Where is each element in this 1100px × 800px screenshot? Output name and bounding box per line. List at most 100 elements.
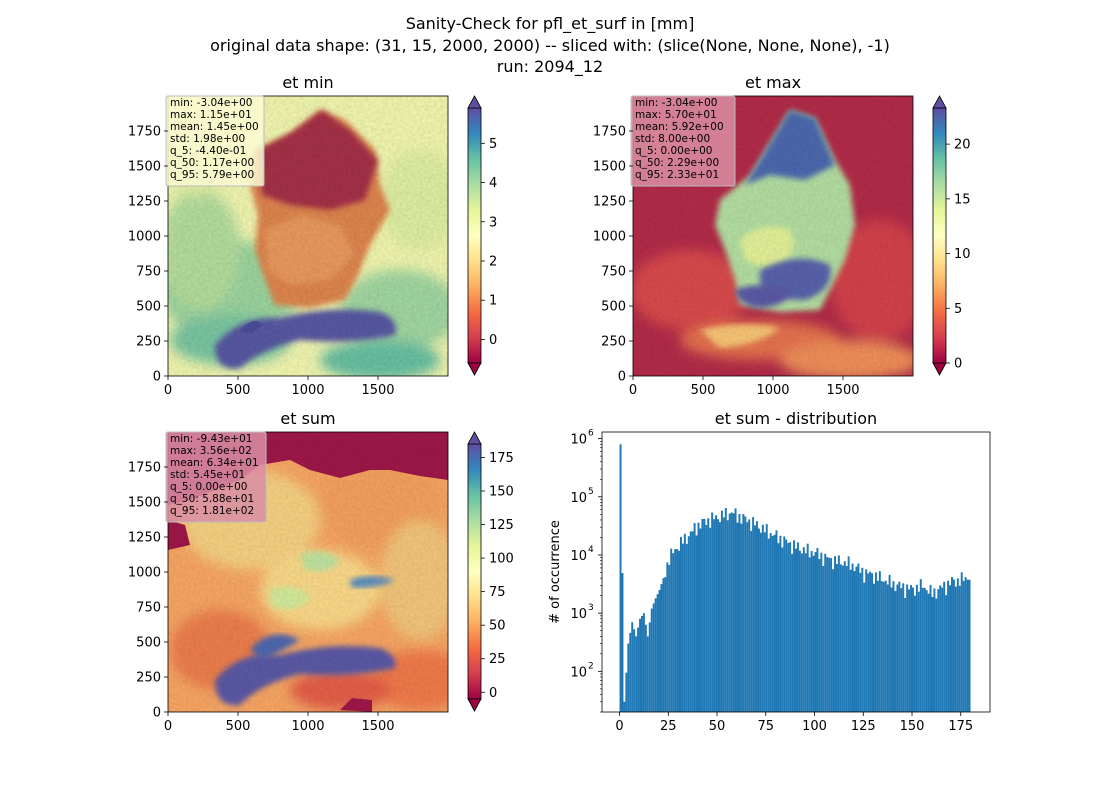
histogram-bar (871, 573, 874, 712)
histogram-bar (888, 574, 891, 712)
histogram-bar (962, 580, 965, 712)
stats-line: q_50: 1.17e+00 (170, 157, 254, 169)
figure-title-line-2: original data shape: (31, 15, 2000, 2000… (210, 36, 890, 55)
histogram-bar (857, 563, 860, 712)
histogram-bar (956, 578, 959, 712)
histogram-bar (730, 512, 733, 712)
colorbar-tick-label: 2 (489, 255, 497, 270)
histogram-bar (966, 579, 969, 712)
y-tick-label: 750 (136, 265, 161, 280)
histogram-bar (937, 589, 940, 712)
histogram-bar (859, 572, 862, 712)
stats-line: max: 5.70e+01 (635, 109, 717, 121)
histogram-bar (722, 517, 725, 712)
colorbar-tick-label: 0 (489, 333, 497, 348)
histogram-bar (631, 622, 634, 712)
histogram-bar (757, 528, 760, 712)
histogram-bar (644, 624, 647, 712)
histogram-bar (800, 553, 803, 712)
histogram-bar (808, 557, 811, 712)
histogram-bar (898, 581, 901, 712)
histogram-bar (676, 548, 679, 712)
histogram-bar (941, 587, 944, 712)
histogram-bar (954, 586, 957, 712)
y-tick-exponent: 2 (588, 661, 594, 671)
y-tick-label: 500 (136, 636, 161, 651)
histogram-bar (818, 559, 821, 712)
histogram-bar (728, 513, 731, 712)
x-tick-label: 100 (802, 719, 827, 734)
histogram-bar (923, 587, 926, 712)
histogram-bar (681, 543, 684, 712)
y-tick-label: 1000 (128, 566, 161, 581)
histogram-bar (642, 613, 645, 712)
histogram-bar (841, 565, 844, 712)
histogram-bar (627, 643, 630, 712)
y-tick-label: 0 (618, 370, 626, 385)
y-tick-exponent: 3 (588, 603, 594, 613)
histogram-bar (699, 528, 702, 712)
histogram-bar (910, 585, 913, 712)
histogram-bar (759, 532, 762, 712)
stats-line: min: -3.04e+00 (635, 97, 717, 109)
histogram-bar (876, 580, 879, 712)
stats-line: q_50: 5.88e+01 (170, 493, 254, 505)
x-tick-label: 0 (629, 383, 637, 398)
histogram-bar (648, 622, 651, 712)
y-tick-label: 1250 (128, 195, 161, 210)
histogram-bar (705, 524, 708, 712)
histogram-bar (619, 444, 622, 712)
histogram-bar (773, 534, 776, 712)
histogram-bar (968, 579, 971, 712)
histogram-bar (880, 581, 883, 712)
colorbar-tick-label: 50 (489, 619, 506, 634)
histogram-bar (964, 577, 967, 712)
histogram-bar (832, 569, 835, 712)
histogram-bar (660, 584, 663, 712)
histogram-bar (878, 571, 881, 712)
histogram-bar (674, 549, 677, 712)
stats-line: std: 1.98e+00 (170, 133, 245, 145)
histogram-bar (666, 562, 669, 712)
colorbar-tick-label: 5 (489, 137, 497, 152)
histogram-bar (791, 553, 794, 712)
histogram-bar (633, 629, 636, 712)
histogram-bar (863, 582, 866, 712)
histogram-bar (812, 555, 815, 712)
y-tick-label: 10 (570, 491, 587, 506)
x-tick-label: 50 (709, 719, 726, 734)
y-tick-label: 1500 (128, 496, 161, 511)
histogram-bar (867, 573, 870, 712)
y-tick-label: 0 (153, 370, 161, 385)
histogram-bar (935, 598, 938, 712)
histogram-bar (855, 566, 858, 712)
colorbar-tick-label: 175 (489, 451, 514, 466)
histogram-bar (865, 569, 868, 712)
histogram-bars (619, 444, 971, 712)
histogram-bar (693, 523, 696, 712)
stats-line: q_95: 5.79e+00 (170, 169, 254, 181)
histogram-bar (740, 523, 743, 712)
histogram-bar (742, 514, 745, 712)
histogram-bar (715, 515, 718, 712)
histogram-bar (874, 572, 877, 712)
histogram-bar (654, 598, 657, 712)
histogram-bar (835, 563, 838, 712)
histogram-bar (814, 552, 817, 712)
histogram-bar (816, 548, 819, 712)
histogram-bar (826, 557, 829, 712)
histogram-bar (810, 551, 813, 712)
x-tick-label: 1500 (826, 383, 859, 398)
colorbar-tick-label: 125 (489, 518, 514, 533)
x-axis: 0 500 1000 1500 (164, 712, 395, 734)
colorbar-tick-label: 10 (954, 247, 971, 262)
x-tick-label: 75 (758, 719, 775, 734)
histogram-bar (787, 543, 790, 712)
histogram-bar (646, 636, 649, 712)
histogram-bar (656, 594, 659, 712)
x-tick-label: 150 (900, 719, 925, 734)
histogram-bar (718, 522, 721, 712)
stats-line: std: 5.45e+01 (170, 469, 245, 481)
